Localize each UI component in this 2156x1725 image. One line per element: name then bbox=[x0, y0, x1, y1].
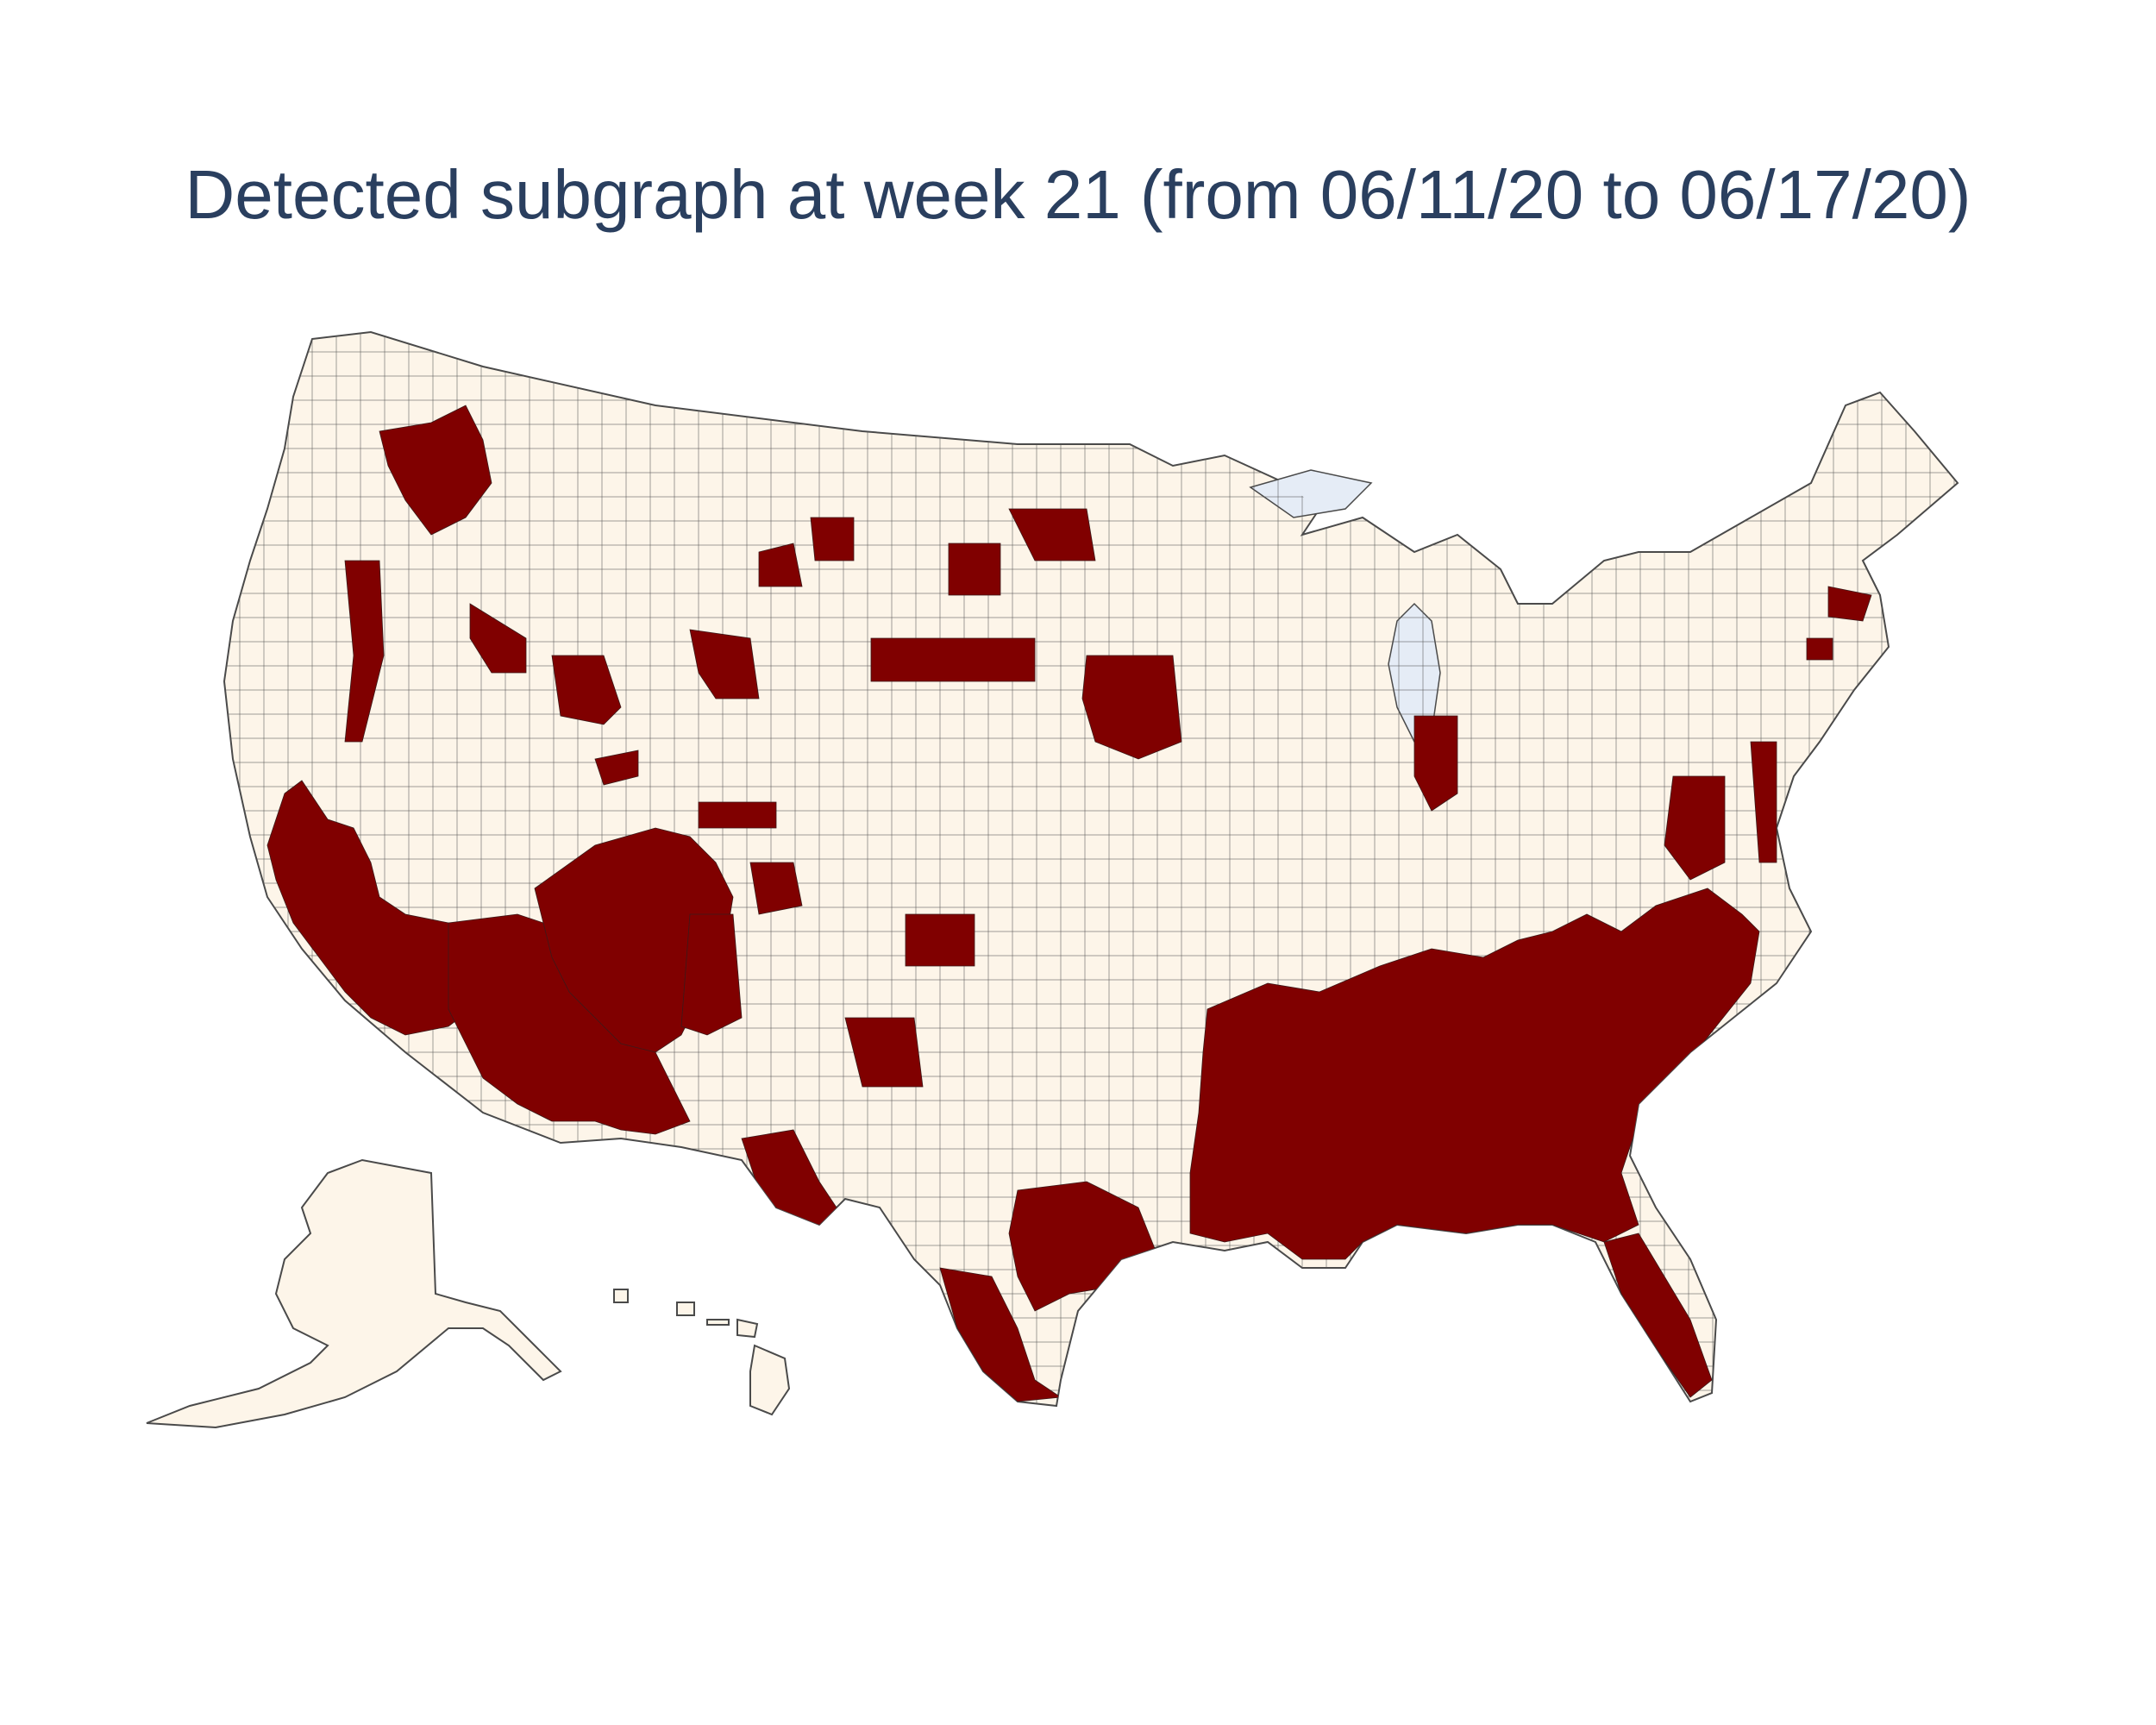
highlight-wyoming bbox=[551, 655, 622, 725]
hawaii-maui bbox=[736, 1318, 759, 1339]
page-title: Detected subgraph at week 21 (from 06/11… bbox=[185, 156, 1971, 233]
highlight-nd-east bbox=[1008, 508, 1096, 561]
highlight-mt-1 bbox=[758, 543, 803, 587]
highlight-ok bbox=[844, 1017, 924, 1088]
highlight-va bbox=[1664, 775, 1726, 881]
highlight-nd bbox=[948, 543, 1001, 596]
highlight-wy-2 bbox=[689, 629, 760, 699]
hawaii-oahu bbox=[676, 1302, 695, 1316]
detected-subgraph bbox=[266, 405, 1872, 1402]
highlight-mn bbox=[1081, 655, 1182, 760]
hawaii-inset bbox=[613, 1289, 791, 1416]
alaska-inset bbox=[146, 1158, 562, 1429]
highlight-co-ne bbox=[749, 862, 803, 915]
highlight-idaho-wa bbox=[379, 405, 492, 536]
highlight-nj bbox=[1750, 741, 1777, 863]
highlight-nm-east bbox=[680, 913, 743, 1036]
highlight-ks bbox=[905, 913, 975, 967]
hawaii-kauai bbox=[613, 1289, 629, 1303]
alaska-outline bbox=[146, 1158, 562, 1429]
highlight-oregon-strip bbox=[344, 560, 385, 743]
highlight-idaho bbox=[469, 603, 527, 674]
highlight-co-band bbox=[698, 801, 777, 829]
contiguous-us bbox=[222, 330, 1959, 1408]
highlight-sd-band bbox=[870, 637, 1036, 682]
highlight-mt-2 bbox=[810, 517, 855, 561]
highlight-il bbox=[1413, 715, 1458, 812]
highlight-ma bbox=[1827, 586, 1872, 622]
highlight-utah-ne bbox=[594, 750, 639, 786]
lake-superior bbox=[1249, 469, 1373, 518]
hawaii-molokai bbox=[706, 1319, 730, 1326]
highlight-ct bbox=[1806, 637, 1833, 661]
hawaii-big-island bbox=[749, 1344, 791, 1416]
